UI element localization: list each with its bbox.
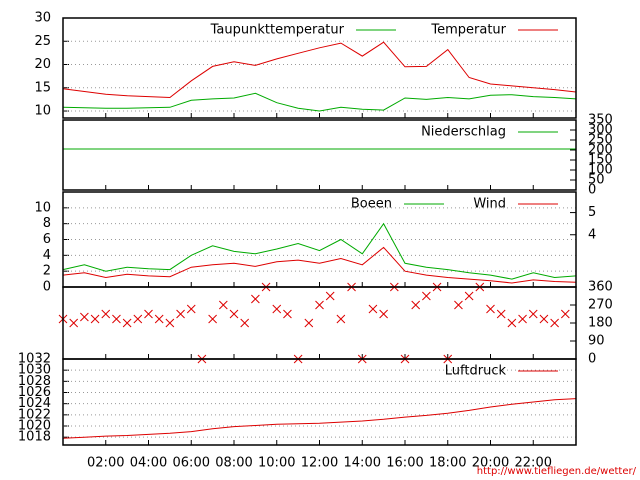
scatter-point xyxy=(411,300,421,310)
y2-tick-label: 90 xyxy=(588,334,605,349)
y-tick-label: 2 xyxy=(43,264,51,279)
scatter-point xyxy=(165,318,175,328)
y2-tick-label: 270 xyxy=(588,298,613,313)
y-tick-label: 6 xyxy=(43,232,51,247)
scatter-point xyxy=(229,309,239,319)
legend-label: Wind xyxy=(473,197,506,212)
scatter-point xyxy=(304,318,314,328)
x-tick-label: 14:00 xyxy=(344,456,381,471)
scatter-point xyxy=(315,300,324,310)
scatter-point xyxy=(133,314,143,324)
x-tick-label: 20:00 xyxy=(472,456,509,471)
series-line xyxy=(62,41,577,99)
scatter-point xyxy=(325,291,335,301)
scatter-point xyxy=(154,314,164,324)
legend-label: Temperatur xyxy=(430,23,506,38)
y2-tick-label: 100 xyxy=(588,163,613,178)
y2-tick-label: 350 xyxy=(588,113,613,128)
y2-tick-label: 360 xyxy=(588,280,613,295)
x-tick-label: 08:00 xyxy=(215,456,252,471)
y-tick-label: 1026 xyxy=(18,385,51,400)
scatter-point xyxy=(464,291,474,301)
scatter-point xyxy=(240,318,250,328)
scatter-point xyxy=(144,309,153,319)
scatter-point xyxy=(218,300,228,310)
scatter-point xyxy=(528,309,538,319)
legend-label: Niederschlag xyxy=(421,125,506,140)
y2-tick-label: 0 xyxy=(588,352,596,367)
scatter-point xyxy=(507,318,517,328)
scatter-point xyxy=(539,314,549,324)
y2-tick-label: 0 xyxy=(588,183,596,198)
x-tick-label: 18:00 xyxy=(429,456,466,471)
panel-frame xyxy=(62,286,577,360)
x-tick-label: 22:00 xyxy=(515,456,552,471)
scatter-point xyxy=(486,304,495,314)
y-tick-label: 8 xyxy=(43,216,51,231)
y-tick-label: 1020 xyxy=(18,419,51,434)
y2-tick-label: 5 xyxy=(588,205,596,220)
x-tick-label: 04:00 xyxy=(130,456,167,471)
scatter-point xyxy=(112,314,121,324)
scatter-point xyxy=(283,309,292,319)
scatter-point xyxy=(80,312,89,322)
y-tick-label: 1022 xyxy=(18,407,51,422)
scatter-point xyxy=(379,309,388,319)
scatter-point xyxy=(272,304,282,314)
series-line xyxy=(62,398,577,439)
scatter-point xyxy=(550,318,559,328)
scatter-point xyxy=(176,309,185,319)
legend-label: Taupunkttemperatur xyxy=(210,23,345,38)
series-line xyxy=(62,222,577,280)
y2-tick-label: 4 xyxy=(588,227,596,242)
scatter-point xyxy=(122,318,132,328)
x-tick-label: 10:00 xyxy=(258,456,295,471)
y-tick-label: 1028 xyxy=(18,374,51,389)
x-tick-label: 12:00 xyxy=(301,456,338,471)
y-tick-label: 30 xyxy=(34,11,51,26)
legend-label: Boeen xyxy=(351,197,392,212)
scatter-point xyxy=(251,294,260,304)
footer-link: http://www.tiefliegen.de/wetter/ xyxy=(477,466,637,477)
y-tick-label: 10 xyxy=(34,200,51,215)
scatter-point xyxy=(518,314,527,324)
y-tick-label: 0 xyxy=(43,280,51,295)
scatter-point xyxy=(496,309,506,319)
y2-tick-label: 150 xyxy=(588,153,613,168)
y2-tick-label: 300 xyxy=(588,123,613,138)
scatter-point xyxy=(560,309,570,319)
panel-frame xyxy=(62,358,577,446)
scatter-point xyxy=(186,304,196,314)
scatter-point xyxy=(69,318,79,328)
y-tick-label: 25 xyxy=(34,34,51,49)
y-tick-label: 10 xyxy=(34,104,51,119)
series-line xyxy=(62,92,577,112)
y-tick-label: 1024 xyxy=(18,396,51,411)
scatter-point xyxy=(336,314,346,324)
x-tick-label: 02:00 xyxy=(87,456,124,471)
scatter-point xyxy=(90,314,100,324)
scatter-point xyxy=(454,300,463,310)
scatter-point xyxy=(208,314,217,324)
y-tick-label: 1030 xyxy=(18,363,51,378)
y-tick-label: 4 xyxy=(43,248,51,263)
scatter-point xyxy=(422,291,431,301)
y-tick-label: 1018 xyxy=(18,430,51,445)
y-tick-label: 20 xyxy=(34,57,51,72)
y2-tick-label: 180 xyxy=(588,316,613,331)
x-tick-label: 06:00 xyxy=(173,456,210,471)
y2-tick-label: 50 xyxy=(588,173,605,188)
y-tick-label: 15 xyxy=(34,80,51,95)
y2-tick-label: 250 xyxy=(588,133,613,148)
y-tick-label: 1032 xyxy=(18,352,51,367)
legend-label: Luftdruck xyxy=(445,364,507,379)
scatter-point xyxy=(368,304,378,314)
series-line xyxy=(62,246,577,284)
scatter-point xyxy=(101,309,111,319)
y2-tick-label: 200 xyxy=(588,143,613,158)
x-tick-label: 16:00 xyxy=(386,456,423,471)
